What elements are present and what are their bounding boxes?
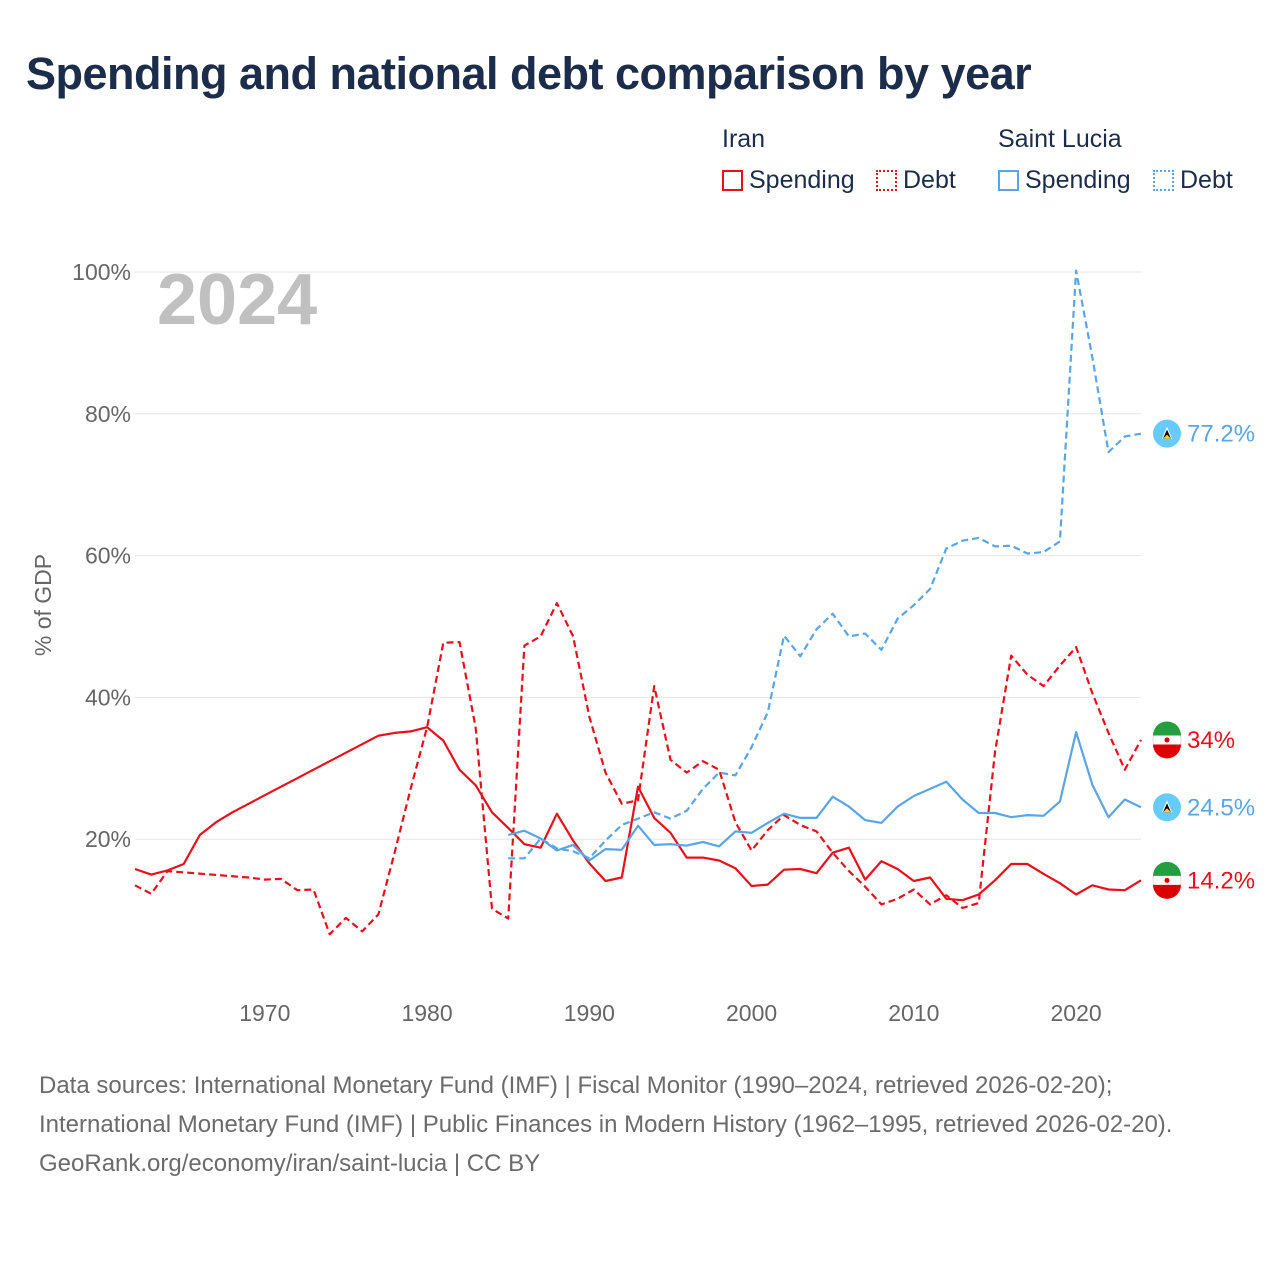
y-tick-label: 60%	[85, 543, 131, 569]
legend-item-saint-lucia-debt[interactable]: Debt	[1153, 166, 1233, 195]
legend-item-iran-debt[interactable]: Debt	[876, 166, 956, 195]
end-value-label: 77.2%	[1187, 421, 1255, 448]
y-tick-label: 100%	[72, 259, 131, 285]
x-tick-label: 1980	[401, 1000, 452, 1026]
legend-label: Spending	[1025, 166, 1131, 194]
end-value-label: 14.2%	[1187, 867, 1255, 894]
saint-lucia-flag-black-triangle	[1163, 803, 1171, 813]
iran-flag-emblem	[1164, 737, 1170, 743]
iran-flag-green-band	[1153, 721, 1181, 736]
series-line-saint-lucia-debt	[508, 269, 1142, 860]
x-tick-label: 1990	[564, 1000, 615, 1026]
saint-lucia-flag-gold-triangle	[1163, 808, 1171, 813]
data-sources-text: Data sources: International Monetary Fun…	[39, 1072, 1173, 1138]
series-line-saint-lucia-spending	[507, 730, 1142, 862]
y-tick-label: 80%	[85, 401, 131, 427]
end-value-label: 24.5%	[1187, 794, 1255, 821]
x-tick-label: 1970	[239, 1000, 290, 1026]
y-axis-label: % of GDP	[30, 554, 56, 656]
iran-flag-red-band	[1153, 744, 1181, 759]
year-label: 2024	[157, 260, 317, 340]
legend-swatch-dotted-icon	[876, 170, 897, 191]
line-chart: 20% 40% 60% 80% 100% 1970 1980 1990 2000 2010 2020…	[30, 259, 1255, 1026]
y-tick-label: 20%	[85, 826, 131, 852]
iran-flag-green-band	[1153, 861, 1181, 876]
x-tick-label: 2010	[888, 1000, 939, 1026]
legend-label: Debt	[1180, 166, 1233, 194]
legend-swatch-dotted-icon	[1153, 170, 1174, 191]
iran-flag-red-band	[1153, 884, 1181, 899]
legend-swatch-solid-icon	[722, 170, 743, 191]
legend-item-saint-lucia-spending[interactable]: Spending	[998, 166, 1131, 195]
legend-swatch-solid-icon	[998, 170, 1019, 191]
series-line-iran-spending	[134, 726, 1142, 902]
x-tick-label: 2000	[726, 1000, 777, 1026]
legend-label: Debt	[903, 166, 956, 194]
saint-lucia-flag-black-triangle	[1163, 429, 1171, 439]
legend-title-saint-lucia: Saint Lucia	[998, 125, 1122, 153]
page-title: Spending and national debt comparison by…	[26, 48, 1032, 99]
footer: Data sources: International Monetary Fun…	[39, 1066, 1249, 1183]
series-line-iran-debt	[134, 601, 1142, 936]
end-value-label: 34%	[1187, 727, 1235, 754]
legend-label: Spending	[749, 166, 855, 194]
legend-title-iran: Iran	[722, 125, 766, 153]
saint-lucia-flag-gold-triangle	[1163, 434, 1171, 439]
credit-link[interactable]: GeoRank.org/economy/iran/saint-lucia | C…	[39, 1150, 541, 1177]
iran-flag-emblem	[1164, 877, 1170, 883]
legend-item-iran-spending[interactable]: Spending	[722, 166, 855, 195]
y-tick-label: 40%	[85, 684, 131, 710]
x-tick-label: 2020	[1051, 1000, 1102, 1026]
